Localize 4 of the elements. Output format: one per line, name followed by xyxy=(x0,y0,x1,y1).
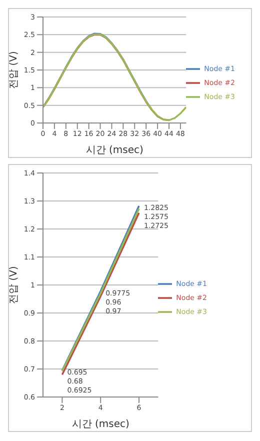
y-axis-title: 전압 (V) xyxy=(8,266,20,304)
x-axis-title: 시간 (msec) xyxy=(86,145,144,156)
x-axis-title: 시간 (msec) xyxy=(72,419,130,430)
y-axis-title: 전압 (V) xyxy=(8,50,20,89)
